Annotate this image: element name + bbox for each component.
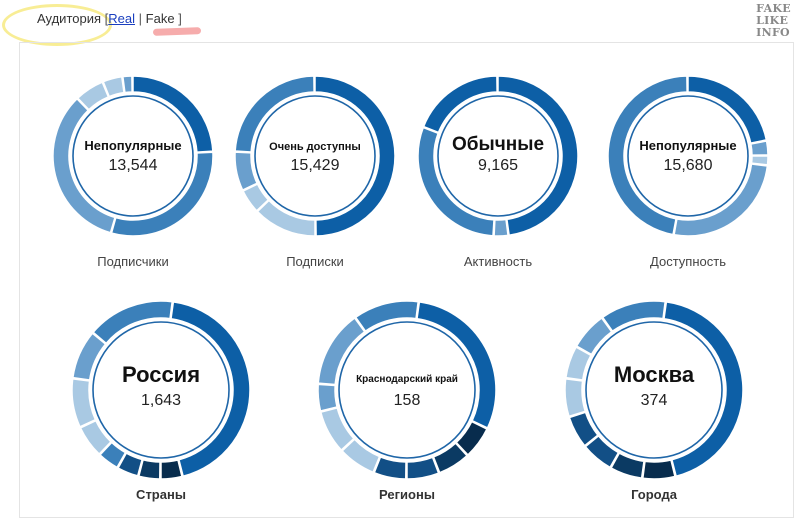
bracket-close: ]	[178, 11, 182, 26]
charts-panel	[19, 42, 794, 518]
center-label: Очень доступны	[269, 141, 361, 153]
donut-segment[interactable]	[122, 75, 133, 94]
center-label: Россия	[122, 362, 200, 387]
watermark-line-3: INFO	[756, 26, 790, 39]
center-value: 1,643	[141, 392, 181, 409]
chart-caption: Регионы	[379, 487, 435, 502]
donut-segment[interactable]	[92, 300, 173, 345]
donut-segment[interactable]	[314, 75, 396, 237]
inner-ring	[585, 321, 723, 459]
donut-segment[interactable]	[72, 332, 107, 381]
center-label: Краснодарский край	[356, 374, 458, 385]
donut-segment[interactable]	[99, 441, 127, 469]
donut-segment[interactable]	[256, 199, 316, 237]
donut-chart-3: Обычные 9,165	[417, 75, 579, 237]
donut-segment[interactable]	[242, 183, 270, 212]
donut-segment[interactable]	[52, 97, 116, 234]
donut-segment[interactable]	[234, 151, 259, 192]
bracket-open: [	[104, 11, 109, 26]
center-label: Непопулярные	[639, 138, 736, 153]
donut-segment[interactable]	[601, 300, 666, 333]
donut-segment[interactable]	[417, 126, 495, 237]
inner-ring	[72, 95, 194, 217]
chart-caption: Доступность	[650, 254, 726, 269]
donut-chart-1: Непопулярные 13,544	[52, 75, 214, 237]
donut-segment[interactable]	[234, 75, 315, 153]
donut-segment[interactable]	[373, 455, 407, 480]
audience-label: Аудитория	[37, 11, 102, 26]
donut-chart-7: Москва 374	[564, 300, 744, 480]
donut-segment[interactable]	[71, 378, 97, 428]
donut-segment[interactable]	[160, 459, 183, 480]
inner-ring	[437, 95, 559, 217]
divider: |	[138, 11, 143, 26]
donut-segment[interactable]	[317, 383, 338, 412]
chart-caption: Страны	[136, 487, 186, 502]
donut-segment[interactable]	[493, 218, 509, 237]
donut-segment[interactable]	[110, 151, 214, 237]
donut-segment[interactable]	[607, 75, 688, 236]
fake-label: Fake	[145, 11, 175, 26]
inner-ring	[254, 95, 376, 217]
real-link[interactable]: Real	[108, 11, 136, 26]
chart-caption: Активность	[463, 254, 533, 269]
center-value: 9,165	[478, 157, 518, 174]
inner-ring	[627, 95, 749, 217]
donut-segment[interactable]	[673, 163, 769, 237]
donut-segment[interactable]	[354, 300, 419, 333]
donut-segment[interactable]	[564, 378, 587, 418]
donut-chart-6: Краснодарский край 158	[317, 300, 497, 480]
donut-segment[interactable]	[749, 140, 769, 156]
center-label: Москва	[614, 362, 695, 387]
fake-like-info-watermark: FAKE LIKE INFO	[756, 3, 791, 39]
center-label: Непопулярные	[84, 138, 181, 153]
donut-segment[interactable]	[584, 434, 620, 469]
donut-segment[interactable]	[416, 301, 497, 429]
donut-segment[interactable]	[575, 316, 613, 356]
donut-segment[interactable]	[79, 419, 113, 456]
donut-segment[interactable]	[317, 316, 366, 386]
center-value: 158	[394, 392, 421, 409]
inner-ring	[338, 321, 476, 459]
chart-caption: Подписчики	[97, 254, 169, 269]
donut-segment[interactable]	[422, 75, 498, 134]
donut-segment[interactable]	[432, 442, 469, 474]
center-value: 15,429	[291, 157, 340, 174]
donut-segment[interactable]	[750, 155, 769, 166]
donut-segment[interactable]	[132, 75, 214, 153]
inner-ring	[92, 321, 230, 459]
donut-chart-4: Непопулярные 15,680	[607, 75, 769, 237]
donut-segment[interactable]	[341, 438, 381, 474]
audience-toggle: Аудитория [Real | Fake ]	[37, 11, 182, 26]
center-value: 15,680	[664, 157, 713, 174]
donut-segment[interactable]	[406, 456, 440, 480]
chart-caption: Города	[631, 487, 677, 502]
donut-chart-5: Россия 1,643	[71, 300, 251, 480]
donut-segment[interactable]	[76, 81, 110, 111]
donut-segment[interactable]	[137, 458, 161, 480]
center-value: 374	[641, 392, 668, 409]
donut-segment[interactable]	[497, 75, 579, 237]
donut-chart-2: Очень доступны 15,429	[234, 75, 396, 237]
center-label: Обычные	[452, 134, 544, 155]
donut-segment[interactable]	[319, 406, 355, 452]
watermark-line-1: FAKE	[756, 2, 791, 15]
watermark-line-2: LIKE	[756, 14, 789, 27]
donut-segment[interactable]	[455, 420, 488, 456]
donut-segment[interactable]	[642, 459, 676, 480]
donut-segment[interactable]	[687, 75, 768, 145]
donut-segment[interactable]	[117, 452, 144, 477]
donut-segment[interactable]	[568, 411, 599, 447]
donut-segment[interactable]	[170, 301, 251, 478]
center-value: 13,544	[109, 157, 158, 174]
donut-segment[interactable]	[610, 452, 645, 479]
donut-segment[interactable]	[102, 75, 125, 98]
chart-caption: Подписки	[286, 254, 344, 269]
donut-segment[interactable]	[663, 301, 744, 478]
donut-segment[interactable]	[565, 346, 592, 381]
